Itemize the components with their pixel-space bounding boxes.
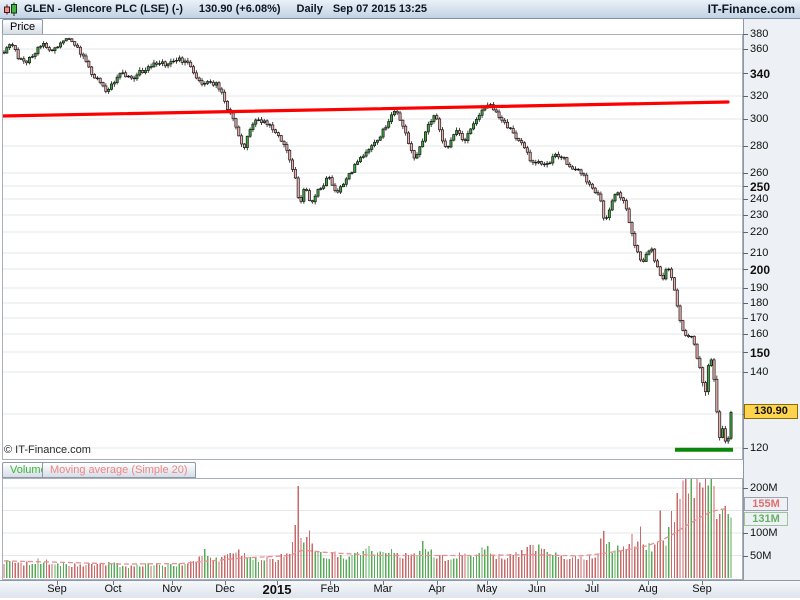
price-tick-label: 300 [750, 113, 769, 125]
price-tick-mark [743, 34, 748, 35]
price-tick-label: 140 [750, 366, 769, 378]
month-tick-mark [648, 581, 649, 585]
last-price-change: 130.90 (+6.08%) [198, 3, 281, 15]
month-tick-mark [487, 581, 488, 585]
price-tick-label: 240 [750, 193, 769, 205]
month-label: Sep [692, 583, 712, 595]
price-tick-mark [743, 215, 748, 216]
candlestick-icon [3, 2, 19, 17]
tab-price[interactable]: Price [2, 19, 44, 35]
price-tick-label: 200 [750, 263, 771, 277]
symbol-title: GLEN - Glencore PLC (LSE) (-) [24, 3, 183, 15]
price-tick-label: 250 [750, 180, 771, 194]
price-tick-mark [743, 73, 748, 74]
month-label: Jul [584, 583, 600, 595]
volume-tick-mark [743, 533, 748, 534]
month-tick-mark [225, 581, 226, 585]
month-label: 2015 [262, 582, 292, 597]
month-tick-mark [537, 581, 538, 585]
month-tick-mark [330, 581, 331, 585]
price-tick-label: 150 [750, 346, 771, 360]
price-chart-area[interactable] [2, 34, 743, 460]
month-label: Jun [528, 583, 546, 595]
brand-label: IT-Finance.com [707, 2, 795, 16]
month-tick-mark [702, 581, 703, 585]
month-label: Oct [104, 583, 122, 595]
timeframe-label: Daily [296, 3, 323, 15]
price-tick-label: 220 [750, 226, 769, 238]
title-bar: GLEN - Glencore PLC (LSE) (-) 130.90 (+6… [0, 0, 800, 19]
price-tick-mark [743, 199, 748, 200]
price-tick-label: 320 [750, 90, 769, 102]
price-tick-mark [743, 119, 748, 120]
time-axis: Sep Oct Nov Dec 2015 Feb Mar Apr May Jun Jul Aug Sep [0, 580, 800, 598]
month-tick-mark [437, 581, 438, 585]
price-tick-label: 180 [750, 297, 769, 309]
copyright-watermark: © IT-Finance.com [4, 444, 91, 456]
month-tick-mark [113, 581, 114, 585]
month-label: Mar [373, 583, 393, 595]
price-tick-mark [743, 448, 748, 449]
price-tick-mark [743, 173, 748, 174]
price-tick-label: 230 [750, 209, 769, 221]
month-label: Dec [215, 583, 235, 595]
price-tick-label: 190 [750, 282, 769, 294]
month-label: Aug [638, 583, 658, 595]
price-tick-label: 280 [750, 140, 769, 152]
month-tick-mark [592, 581, 593, 585]
price-tick-mark [743, 96, 748, 97]
price-tick-mark [743, 49, 748, 50]
volume-tick-label: 100M [750, 527, 778, 539]
price-tick-label: 380 [750, 28, 769, 40]
month-tick-mark [277, 581, 278, 585]
month-label: May [476, 583, 498, 595]
volume-tick-mark [743, 488, 748, 489]
price-tick-label: 210 [750, 247, 769, 259]
month-label: Feb [320, 583, 340, 595]
volume-current-badge: 131M [744, 512, 788, 526]
volume-ma-badge: 155M [744, 497, 788, 511]
price-tick-label: 360 [750, 43, 769, 55]
price-tick-mark [743, 253, 748, 254]
price-tick-mark [743, 334, 748, 335]
month-label: Nov [162, 583, 182, 595]
volume-tick-label: 200M [750, 482, 778, 494]
price-tick-mark [743, 303, 748, 304]
volume-tick-label: 50M [750, 549, 772, 562]
price-tick-mark [743, 269, 748, 270]
month-label: Sep [47, 583, 67, 595]
current-price-badge: 130.90 [744, 404, 798, 419]
price-tick-label: 120 [750, 442, 769, 454]
price-tick-label: 160 [750, 328, 769, 340]
month-tick-mark [172, 581, 173, 585]
price-tick-mark [743, 186, 748, 187]
tab-moving-average[interactable]: Moving average (Simple 20) [42, 462, 196, 478]
price-tick-mark [743, 318, 748, 319]
volume-tick-mark [743, 555, 748, 557]
price-tick-label: 260 [750, 167, 769, 179]
price-tick-mark [743, 352, 748, 353]
tab-volume[interactable]: Volume [2, 462, 55, 478]
volume-chart-area[interactable] [2, 478, 743, 580]
price-tick-mark [743, 372, 748, 373]
month-tick-mark [57, 581, 58, 585]
datetime-label: Sep 07 2015 13:25 [332, 3, 428, 15]
month-label: Apr [428, 583, 446, 595]
price-tick-mark [743, 146, 748, 147]
price-tick-mark [743, 232, 748, 233]
price-tick-label: 340 [750, 67, 771, 81]
month-tick-mark [383, 581, 384, 585]
right-axis-background [743, 19, 800, 580]
price-tick-label: 170 [750, 312, 769, 324]
price-tick-mark [743, 288, 748, 289]
